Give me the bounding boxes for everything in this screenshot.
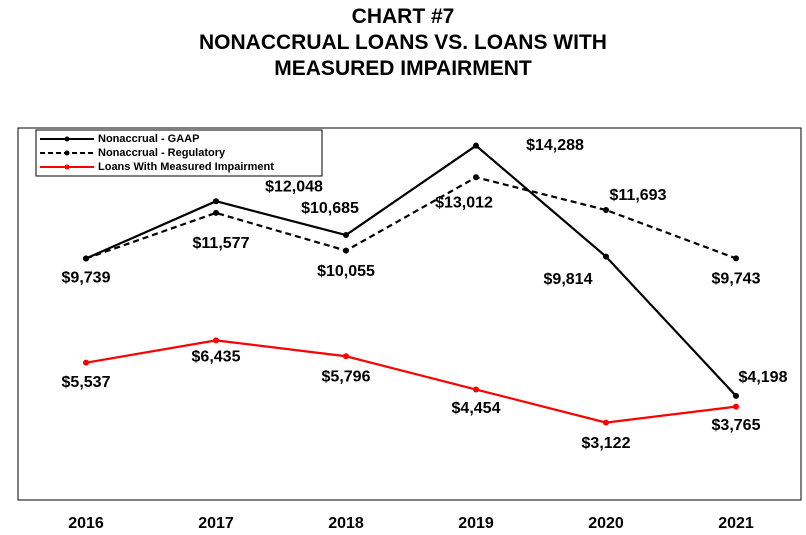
series-line xyxy=(85,144,737,397)
point xyxy=(603,253,609,260)
data-label: $13,012 xyxy=(435,195,493,212)
point xyxy=(473,174,479,181)
point xyxy=(733,255,739,262)
data-label: $10,685 xyxy=(301,200,359,217)
data-label: $9,739 xyxy=(62,270,111,287)
point xyxy=(473,142,479,149)
x-tick-label: 2018 xyxy=(328,515,364,532)
data-label: $9,814 xyxy=(544,271,593,288)
legend-label: Loans With Measured Impairment xyxy=(98,161,274,173)
legend-box xyxy=(35,129,323,177)
data-label: $4,454 xyxy=(452,400,501,417)
x-tick-label: 2017 xyxy=(198,515,234,532)
point xyxy=(603,207,609,214)
point xyxy=(473,386,479,393)
series-line xyxy=(85,339,737,424)
series-line xyxy=(85,176,737,260)
point xyxy=(83,359,89,366)
point xyxy=(343,353,349,360)
data-label: $6,435 xyxy=(192,349,241,366)
data-label: $12,048 xyxy=(265,178,323,195)
data-label: $3,122 xyxy=(582,435,631,452)
data-label: $5,796 xyxy=(322,368,371,385)
data-label: $14,288 xyxy=(526,137,584,154)
legend-marker xyxy=(64,164,70,170)
data-label: $11,693 xyxy=(610,187,667,204)
x-tick-label: 2019 xyxy=(458,515,494,532)
x-tick-label: 2016 xyxy=(68,515,104,532)
x-tick-label: 2020 xyxy=(588,515,624,532)
chart-title: CHART #7 xyxy=(351,5,455,28)
point xyxy=(83,255,89,262)
point xyxy=(343,232,349,239)
data-label: $3,765 xyxy=(712,417,761,434)
x-tick-label: 2021 xyxy=(718,515,754,532)
legend-label: Nonaccrual - Regulatory xyxy=(98,147,226,159)
data-label: $10,055 xyxy=(317,263,375,280)
data-label: $5,537 xyxy=(62,374,111,391)
point xyxy=(733,392,739,399)
plot-frame xyxy=(17,127,802,501)
data-label: $4,198 xyxy=(739,369,788,386)
data-label: $11,577 xyxy=(193,235,250,252)
data-label: $9,743 xyxy=(712,271,761,288)
point xyxy=(213,337,219,344)
point xyxy=(213,198,219,205)
point xyxy=(343,247,349,254)
point xyxy=(213,209,219,216)
header: CHART #7 NONACCRUAL LOANS VS. LOANS WITH… xyxy=(143,4,663,82)
point xyxy=(733,403,739,410)
point xyxy=(603,419,609,426)
legend-marker xyxy=(64,136,70,142)
legend-label: Nonaccrual - GAAP xyxy=(98,133,199,145)
chart-subtitle: NONACCRUAL LOANS VS. LOANS WITH MEASURED… xyxy=(199,31,607,80)
legend-marker xyxy=(64,150,70,156)
